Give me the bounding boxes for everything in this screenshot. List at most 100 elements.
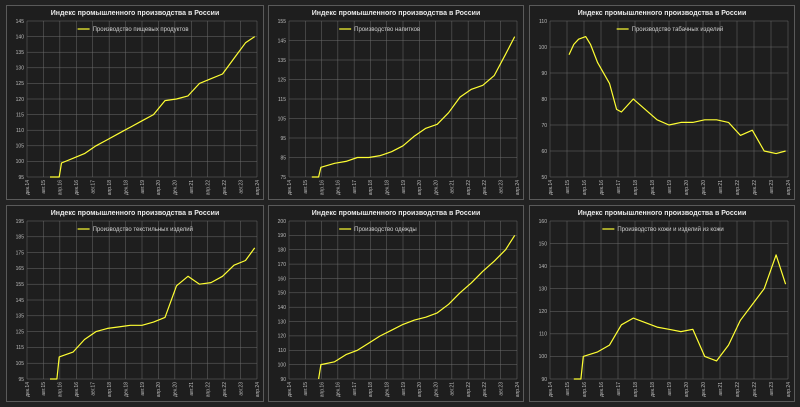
y-tick-label: 155 [16, 282, 25, 288]
x-tick-label: дек.16 [599, 382, 605, 397]
x-tick-label: дек.18 [123, 382, 129, 397]
y-tick-label: 200 [278, 219, 287, 225]
x-tick-label: апр.24 [515, 382, 521, 397]
x-tick-label: апр.24 [786, 382, 792, 397]
x-tick-label: авг.23 [499, 382, 505, 396]
chart-panel-leather: Индекс промышленного производства в Росс… [529, 205, 795, 402]
x-tick-label: авг.17 [616, 180, 622, 194]
x-tick-label: дек.18 [385, 382, 391, 397]
x-tick-label: авг.23 [238, 180, 244, 194]
y-tick-label: 160 [278, 276, 287, 282]
y-tick-label: 135 [16, 50, 25, 56]
series-line [50, 247, 256, 380]
y-tick-label: 110 [539, 332, 547, 338]
legend-label: Производство напитков [354, 27, 420, 33]
x-tick-label: апр.18 [368, 382, 374, 397]
x-tick-label: апр.18 [107, 180, 113, 195]
y-tick-label: 100 [16, 159, 25, 165]
x-tick-label: апр.16 [582, 382, 588, 397]
x-tick-label: авг.21 [718, 382, 724, 396]
x-tick-label: апр.24 [255, 382, 261, 397]
y-tick-label: 180 [278, 248, 287, 254]
y-tick-label: 130 [16, 66, 25, 72]
x-tick-label: апр.16 [58, 382, 64, 397]
y-tick-label: 50 [541, 175, 547, 181]
x-tick-label: дек.20 [173, 382, 179, 397]
y-tick-label: 105 [16, 361, 25, 367]
chart-svg: Индекс промышленного производства в Росс… [278, 10, 521, 195]
y-tick-label: 75 [280, 175, 286, 181]
x-tick-label: авг.15 [41, 382, 47, 396]
x-tick-label: апр.18 [107, 382, 113, 397]
x-tick-label: дек.16 [74, 180, 80, 195]
x-tick-label: авг.15 [565, 180, 571, 194]
chart-title: Индекс промышленного производства в Росс… [312, 210, 481, 217]
x-tick-label: авг.19 [667, 180, 673, 194]
chart-svg: Индекс промышленного производства в Росс… [16, 10, 261, 195]
x-tick-label: дек.14 [548, 382, 554, 397]
chart-title: Индекс промышленного производства в Росс… [51, 210, 220, 217]
y-tick-label: 135 [278, 58, 287, 64]
y-tick-label: 175 [16, 250, 25, 256]
x-tick-label: апр.18 [368, 180, 374, 195]
y-tick-label: 150 [278, 291, 287, 297]
y-tick-label: 155 [278, 19, 287, 25]
x-tick-label: авг.17 [352, 180, 358, 194]
x-tick-label: апр.20 [156, 180, 162, 195]
x-tick-label: авг.23 [769, 180, 775, 194]
series-line [573, 254, 787, 380]
series-line [318, 235, 516, 380]
chart-title: Индекс промышленного производства в Росс… [578, 210, 747, 217]
x-tick-label: апр.16 [319, 382, 325, 397]
x-tick-label: авг.15 [565, 382, 571, 396]
chart-title: Индекс промышленного производства в Росс… [312, 10, 481, 17]
x-tick-label: апр.22 [206, 382, 212, 397]
y-tick-label: 125 [278, 77, 287, 83]
x-tick-label: авг.23 [238, 382, 244, 396]
x-tick-label: дек.14 [25, 180, 31, 195]
y-tick-label: 115 [16, 345, 24, 351]
x-tick-label: апр.20 [156, 382, 162, 397]
y-tick-label: 120 [278, 334, 287, 340]
x-tick-label: дек.16 [74, 382, 80, 397]
y-tick-label: 145 [16, 19, 25, 25]
x-tick-label: авг.19 [401, 180, 407, 194]
y-tick-label: 110 [16, 128, 24, 134]
y-tick-label: 120 [539, 309, 548, 315]
y-tick-label: 80 [541, 97, 547, 103]
x-tick-label: апр.20 [417, 382, 423, 397]
x-tick-label: авг.17 [91, 180, 97, 194]
x-tick-label: авг.21 [718, 180, 724, 194]
x-tick-label: апр.22 [735, 180, 741, 195]
x-tick-label: авг.15 [303, 382, 309, 396]
x-tick-label: дек.20 [433, 382, 439, 397]
x-tick-label: дек.22 [752, 382, 758, 397]
y-tick-label: 125 [16, 81, 25, 87]
x-tick-label: дек.18 [650, 382, 656, 397]
legend-label: Производство кожи и изделий из кожи [617, 226, 723, 233]
y-tick-label: 100 [539, 45, 548, 51]
chart-panel-textiles: Индекс промышленного производства в Росс… [6, 205, 264, 402]
x-tick-label: дек.14 [287, 180, 293, 195]
x-tick-label: дек.18 [650, 180, 656, 195]
y-tick-label: 160 [539, 219, 548, 225]
x-tick-label: дек.22 [482, 180, 488, 195]
legend-label: Производство одежды [354, 227, 417, 233]
y-tick-label: 185 [16, 235, 25, 241]
y-tick-label: 145 [16, 298, 25, 304]
x-tick-label: авг.17 [91, 382, 97, 396]
chart-panel-food: Индекс промышленного производства в Росс… [6, 5, 264, 200]
series-line [568, 36, 786, 155]
x-tick-label: апр.16 [582, 180, 588, 195]
series-line [311, 36, 516, 178]
x-tick-label: авг.21 [450, 382, 456, 396]
chart-panel-tobacco: Индекс промышленного производства в Росс… [529, 5, 795, 200]
y-tick-label: 100 [539, 354, 548, 360]
y-tick-label: 120 [16, 97, 25, 103]
y-tick-label: 110 [278, 348, 286, 354]
y-tick-label: 110 [539, 19, 547, 25]
x-tick-label: авг.15 [41, 180, 47, 194]
x-tick-label: апр.16 [58, 180, 64, 195]
x-tick-label: дек.14 [548, 180, 554, 195]
